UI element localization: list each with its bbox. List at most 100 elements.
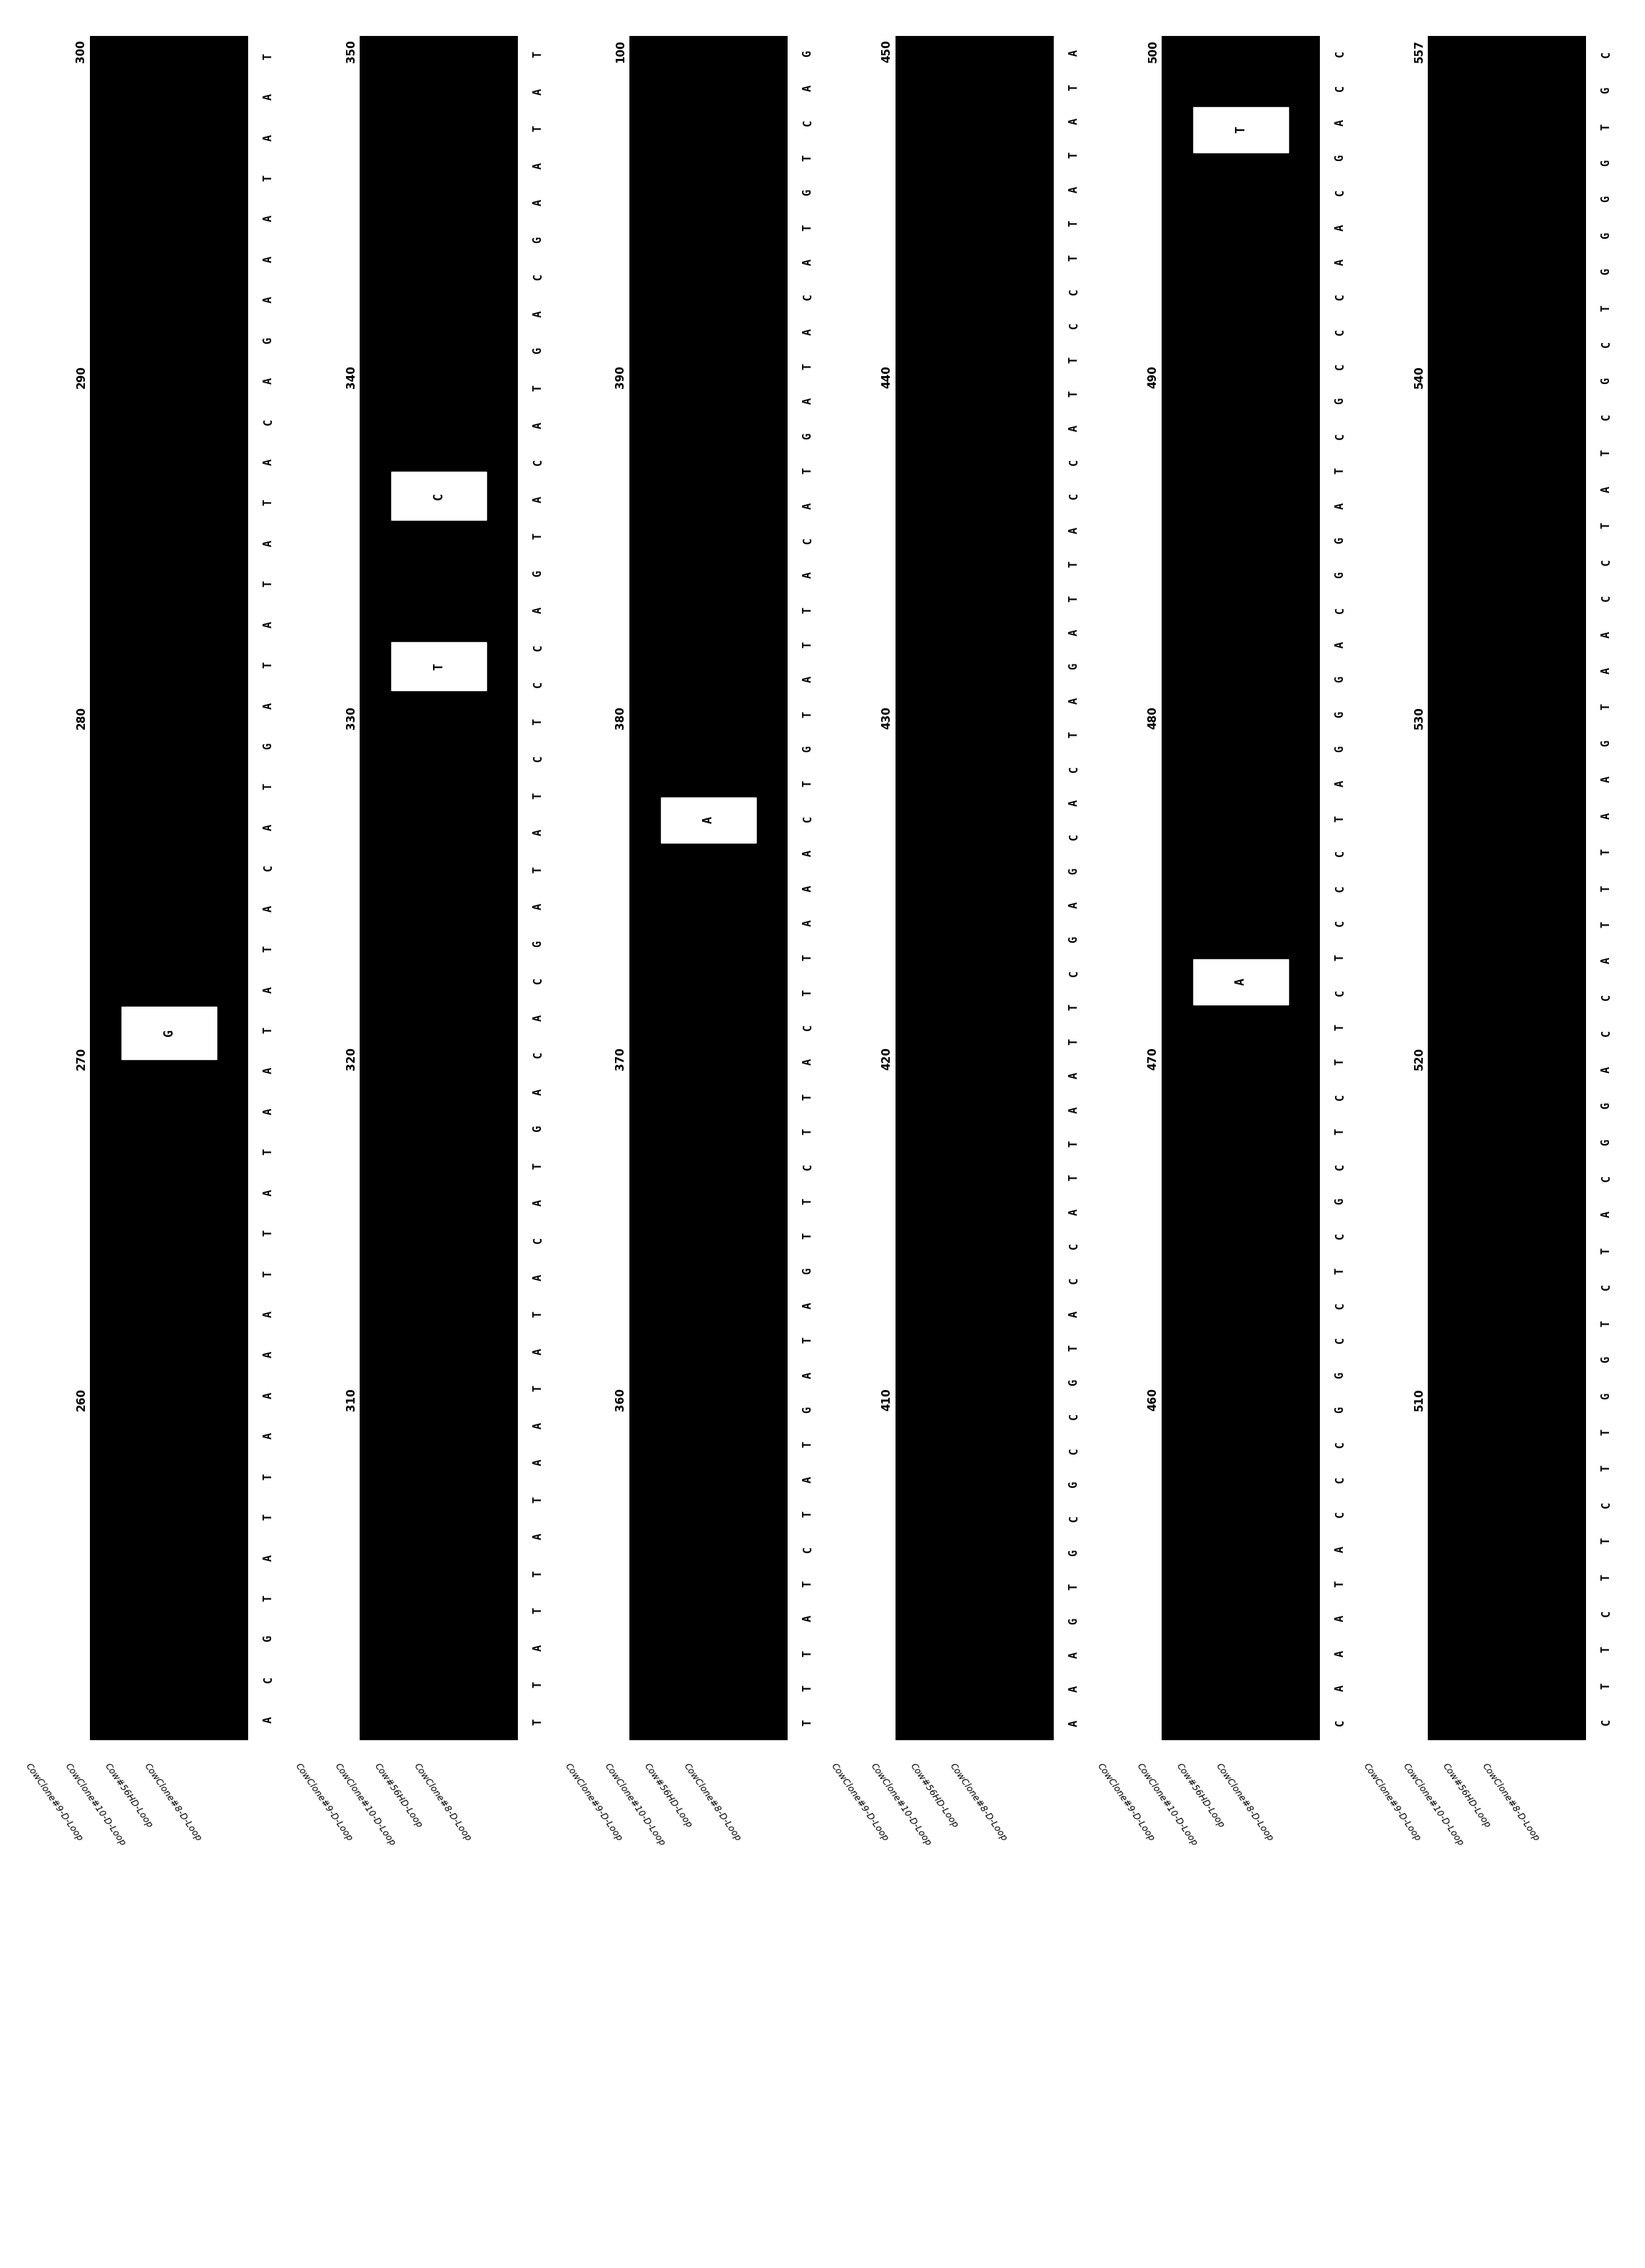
Text: G: G xyxy=(1334,746,1346,753)
Text: A: A xyxy=(533,1347,543,1354)
Text: C: C xyxy=(1601,50,1612,57)
Text: T: T xyxy=(1334,1059,1346,1066)
Text: T: T xyxy=(1334,955,1346,962)
Text: A: A xyxy=(263,1068,273,1075)
Text: A: A xyxy=(1601,1066,1612,1073)
Text: G: G xyxy=(1334,538,1346,544)
Text: G: G xyxy=(263,1635,273,1642)
Text: CowClone#9-D-Loop: CowClone#9-D-Loop xyxy=(293,1762,354,1844)
Text: A: A xyxy=(1334,225,1346,231)
Text: A: A xyxy=(1601,485,1612,492)
Text: C: C xyxy=(1334,606,1346,612)
Bar xyxy=(392,472,487,519)
Text: CowClone#8-D-Loop: CowClone#8-D-Loop xyxy=(1481,1762,1541,1844)
Text: 330: 330 xyxy=(345,705,357,728)
Text: 530: 530 xyxy=(1413,705,1425,728)
Text: A: A xyxy=(1069,118,1079,125)
Text: T: T xyxy=(1601,921,1612,928)
Text: 100: 100 xyxy=(615,39,627,64)
Bar xyxy=(360,36,518,1740)
Text: CowClone#8-D-Loop: CowClone#8-D-Loop xyxy=(141,1762,202,1844)
Text: T: T xyxy=(533,1569,543,1576)
Text: A: A xyxy=(263,1352,273,1359)
Text: T: T xyxy=(1234,127,1247,134)
Text: A: A xyxy=(533,1533,543,1540)
Text: A: A xyxy=(533,88,543,95)
Text: T: T xyxy=(803,1719,813,1726)
Text: C: C xyxy=(533,680,543,687)
Text: C: C xyxy=(1334,989,1346,996)
Text: C: C xyxy=(1069,767,1079,771)
Text: A: A xyxy=(1069,1311,1079,1318)
Text: CowClone#8-D-Loop: CowClone#8-D-Loop xyxy=(681,1762,742,1844)
Text: A: A xyxy=(803,397,813,404)
Text: A: A xyxy=(263,1393,273,1399)
Text: A: A xyxy=(263,134,273,141)
Text: CowClone#10-D-Loop: CowClone#10-D-Loop xyxy=(1135,1762,1199,1848)
Text: C: C xyxy=(533,1236,543,1243)
Text: T: T xyxy=(1069,356,1079,363)
Text: T: T xyxy=(803,1440,813,1447)
Text: C: C xyxy=(1334,1302,1346,1309)
Text: A: A xyxy=(803,1615,813,1622)
Text: T: T xyxy=(803,1336,813,1343)
Text: G: G xyxy=(1334,710,1346,717)
Text: C: C xyxy=(1069,835,1079,839)
Text: C: C xyxy=(1334,1440,1346,1447)
Text: T: T xyxy=(1069,730,1079,737)
Text: G: G xyxy=(1334,154,1346,161)
Text: C: C xyxy=(1334,1476,1346,1483)
Text: A: A xyxy=(1069,1073,1079,1080)
Text: T: T xyxy=(1069,1039,1079,1046)
Text: C: C xyxy=(803,1023,813,1030)
Text: C: C xyxy=(533,755,543,762)
Bar xyxy=(392,642,487,689)
Text: A: A xyxy=(263,93,273,100)
Text: G: G xyxy=(263,338,273,342)
Text: 557: 557 xyxy=(1413,39,1425,64)
Bar xyxy=(661,798,757,841)
Text: T: T xyxy=(1069,152,1079,159)
Text: A: A xyxy=(1334,1685,1346,1692)
Text: A: A xyxy=(1069,186,1079,193)
Text: 510: 510 xyxy=(1413,1388,1425,1411)
Text: T: T xyxy=(263,782,273,789)
Text: C: C xyxy=(1334,50,1346,57)
Text: A: A xyxy=(263,297,273,304)
Text: G: G xyxy=(263,744,273,748)
Text: A: A xyxy=(533,1089,543,1095)
Text: T: T xyxy=(263,946,273,953)
Text: T: T xyxy=(1069,560,1079,567)
Text: T: T xyxy=(533,866,543,873)
Text: G: G xyxy=(1601,159,1612,166)
Text: C: C xyxy=(1069,322,1079,329)
Text: C: C xyxy=(1334,329,1346,336)
Text: C: C xyxy=(803,120,813,127)
Text: T: T xyxy=(263,1229,273,1236)
Text: A: A xyxy=(1069,50,1079,57)
Text: T: T xyxy=(803,1510,813,1517)
Text: 290: 290 xyxy=(76,365,87,388)
Text: Cow#56HD-Loop: Cow#56HD-Loop xyxy=(642,1762,694,1830)
Text: A: A xyxy=(803,1302,813,1309)
Text: A: A xyxy=(263,823,273,830)
Text: 470: 470 xyxy=(1148,1048,1158,1070)
Text: C: C xyxy=(1334,84,1346,91)
Text: T: T xyxy=(533,1608,543,1615)
Text: G: G xyxy=(803,188,813,195)
Text: T: T xyxy=(1601,1574,1612,1581)
Text: A: A xyxy=(533,1644,543,1651)
Text: T: T xyxy=(803,154,813,161)
Text: A: A xyxy=(803,572,813,578)
Text: C: C xyxy=(1601,340,1612,347)
Bar xyxy=(122,1007,217,1059)
Text: C: C xyxy=(263,864,273,871)
Text: T: T xyxy=(1601,1465,1612,1472)
Text: G: G xyxy=(1334,1198,1346,1204)
Text: T: T xyxy=(263,1474,273,1479)
Text: G: G xyxy=(533,1125,543,1132)
Text: C: C xyxy=(1334,188,1346,195)
Text: A: A xyxy=(1601,957,1612,964)
Text: A: A xyxy=(1334,259,1346,265)
Text: T: T xyxy=(803,1127,813,1134)
